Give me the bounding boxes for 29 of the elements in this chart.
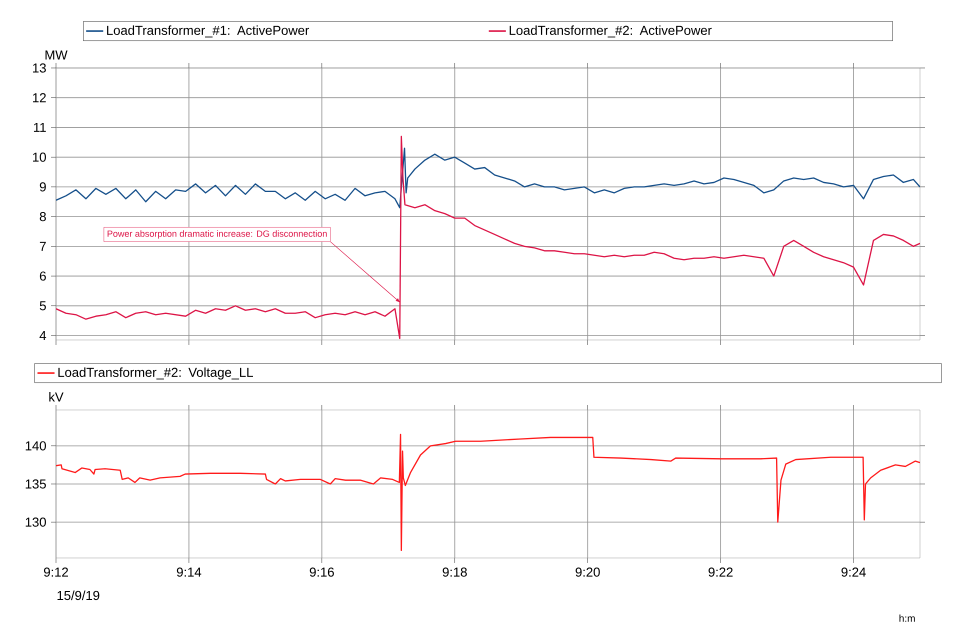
y-axis-title: MW: [46, 50, 68, 60]
x-axis-title: h:m: [899, 614, 915, 622]
text: 15/9/19: [58, 590, 100, 600]
x-tick-label: 9:12: [44, 568, 68, 577]
x-tick-label: 9:14: [176, 568, 202, 577]
line-series: [56, 434, 920, 552]
y-tick-label: 6: [40, 271, 46, 281]
y-tick-label: 140: [26, 441, 46, 450]
y-tick-label: 8: [40, 212, 46, 222]
x-tick-label: 9:22: [708, 568, 733, 577]
annotation: Power absorption dramatic increase: DG disconnection: [108, 230, 327, 239]
y-axis-title: kV: [49, 392, 64, 402]
x-tick-label: 9:24: [842, 568, 866, 577]
legend-label: LoadTransformer_#2: ActivePower: [510, 25, 712, 38]
y-tick-label: 5: [40, 301, 46, 310]
y-tick-label: 7: [40, 242, 46, 251]
y-tick-label: 10: [33, 152, 46, 162]
y-tick-label: 11: [34, 122, 46, 132]
y-tick-label: 12: [33, 93, 46, 102]
y-tick-label: 9: [40, 182, 46, 192]
y-tick-label: 4: [40, 331, 46, 340]
y-tick-label: 130: [26, 518, 46, 527]
y-tick-label: 13: [33, 63, 46, 73]
legend-label: LoadTransformer_#1: ActivePower: [107, 25, 310, 38]
legend-label: LoadTransformer_#2: Voltage_LL: [58, 367, 253, 380]
x-tick-label: 9:18: [442, 568, 467, 577]
y-tick-label: 135: [26, 479, 46, 489]
x-tick-label: 9:20: [576, 568, 600, 577]
x-tick-label: 9:16: [310, 568, 334, 577]
